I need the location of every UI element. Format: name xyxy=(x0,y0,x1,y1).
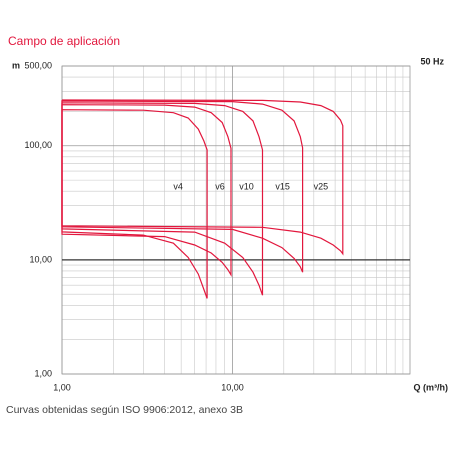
y-tick-label: 10,00 xyxy=(29,254,52,264)
y-tick-label: 100,00 xyxy=(24,140,52,150)
pump-curve xyxy=(61,102,264,296)
pump-curve xyxy=(61,109,208,299)
plot-frame xyxy=(61,65,411,375)
x-axis-label: Q (m³/h) xyxy=(414,382,449,392)
y-tick-label: 1,00 xyxy=(34,368,52,378)
series-label: v6 xyxy=(215,181,225,191)
chart-title: Campo de aplicación xyxy=(8,34,120,48)
series-label: v25 xyxy=(314,181,329,191)
series-label: v4 xyxy=(173,181,183,191)
x-tick-label: 1,00 xyxy=(53,382,71,392)
pump-curve xyxy=(61,104,232,277)
x-tick-label: 10,00 xyxy=(221,382,244,392)
pump-curve xyxy=(61,100,304,273)
pump-curve xyxy=(61,99,344,256)
y-tick-label: 500,00 xyxy=(24,60,52,70)
series-label: v15 xyxy=(275,181,290,191)
caption: Curvas obtenidas según ISO 9906:2012, an… xyxy=(6,404,243,416)
frequency-note: 50 Hz xyxy=(420,56,444,66)
series-label: v10 xyxy=(239,181,254,191)
y-axis-label: m xyxy=(12,60,20,70)
